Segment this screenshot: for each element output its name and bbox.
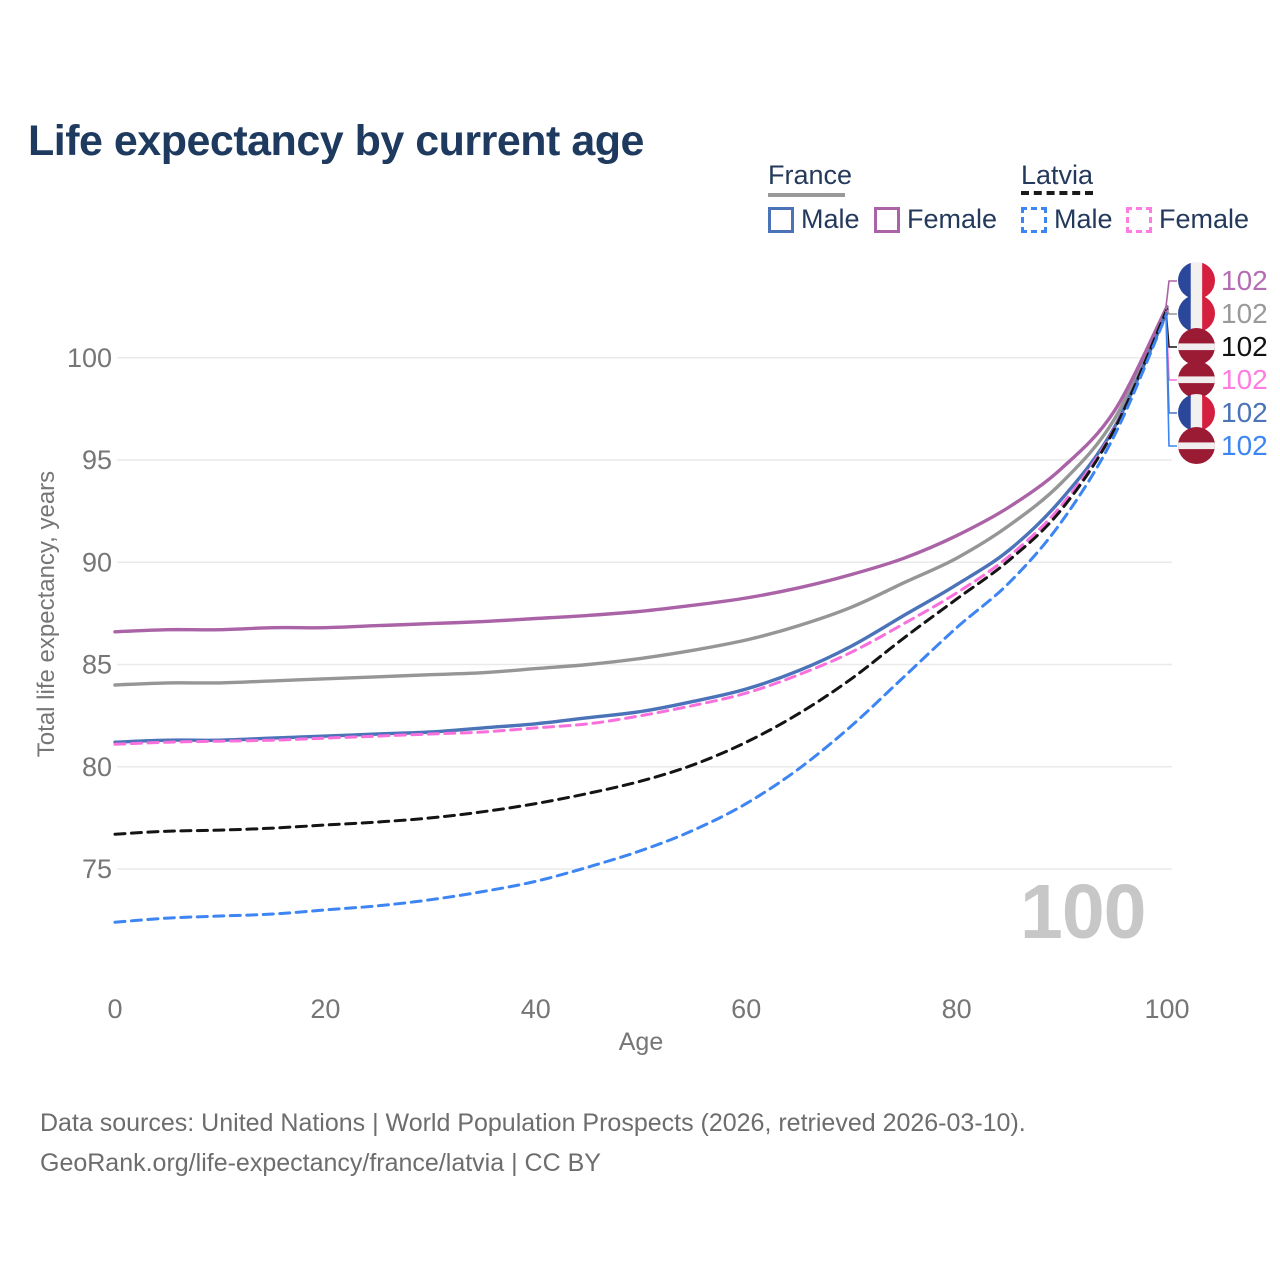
end-label-latvia-both-sexes: 102: [1178, 328, 1268, 365]
france-flag-icon: [1178, 262, 1215, 299]
legend-item-latvia-female[interactable]: Female: [1126, 204, 1249, 235]
legend-france-line-swatch: [768, 193, 845, 197]
x-tick-label: 100: [1144, 994, 1189, 1024]
end-label-connector: [1165, 307, 1177, 315]
end-label-latvia-female: 102: [1178, 361, 1268, 398]
x-tick-label: 20: [310, 994, 340, 1024]
end-label-connector: [1165, 313, 1177, 447]
end-label-france-both-sexes: 102: [1178, 295, 1268, 332]
legend-item-latvia-male[interactable]: Male: [1021, 204, 1113, 235]
end-label-value: 102: [1221, 429, 1268, 461]
series-line-latvia-both-sexes[interactable]: [113, 308, 1169, 836]
end-label-value: 102: [1221, 363, 1268, 395]
legend-latvia-line-swatch: [1021, 191, 1093, 195]
attribution-link[interactable]: GeoRank.org/life-expectancy/france/latvi…: [40, 1149, 601, 1177]
x-tick-label: 40: [521, 994, 551, 1024]
age-counter-watermark: 100: [1020, 869, 1146, 955]
y-axis-title: Total life expectancy, years: [33, 470, 60, 758]
y-tick-label: 85: [82, 650, 112, 680]
legend-item-france-female[interactable]: Female: [874, 204, 997, 235]
france-flag-icon: [1178, 394, 1215, 431]
legend-group-latvia: Latvia: [1021, 160, 1094, 190]
legend-label: Male: [801, 204, 860, 234]
latvia-male-swatch-icon: [1021, 206, 1047, 233]
series-line-latvia-male[interactable]: [113, 311, 1169, 924]
y-tick-label: 95: [82, 445, 112, 475]
end-label-value: 102: [1221, 396, 1268, 428]
end-label-france-female: 102: [1178, 262, 1268, 299]
latvia-flag-icon: [1178, 328, 1215, 365]
data-sources-text: Data sources: United Nations | World Pop…: [40, 1109, 1026, 1137]
series-line-france-female[interactable]: [113, 304, 1169, 634]
latvia-female-swatch-icon: [1126, 206, 1152, 233]
latvia-flag-icon: [1178, 427, 1215, 464]
series-line-france-both-sexes[interactable]: [113, 306, 1169, 687]
x-tick-label: 80: [942, 994, 972, 1024]
latvia-flag-icon: [1178, 361, 1215, 398]
end-label-france-male: 102: [1178, 394, 1268, 431]
end-label-value: 102: [1221, 330, 1268, 362]
end-label-value: 102: [1221, 297, 1268, 329]
france-female-swatch-icon: [874, 206, 900, 233]
y-tick-label: 100: [67, 343, 112, 373]
x-tick-label: 60: [731, 994, 761, 1024]
y-tick-label: 90: [82, 547, 112, 577]
france-flag-icon: [1178, 295, 1215, 332]
page-title: Life expectancy by current age: [28, 116, 644, 165]
legend-group-france: France: [768, 160, 853, 190]
legend-label: Female: [907, 204, 998, 234]
series-line-france-male[interactable]: [113, 310, 1169, 744]
legend-label: Male: [1054, 204, 1113, 234]
y-tick-label: 75: [82, 854, 112, 884]
end-label-connector: [1165, 280, 1177, 307]
footer: Data sources: United Nations | World Pop…: [40, 1103, 1026, 1183]
legend-item-france-male[interactable]: Male: [768, 204, 860, 235]
legend-label: Female: [1159, 204, 1250, 234]
end-label-latvia-male: 102: [1178, 427, 1268, 464]
x-axis-title: Age: [618, 1028, 664, 1056]
end-label-value: 102: [1221, 264, 1268, 296]
series-line-latvia-female[interactable]: [113, 309, 1169, 746]
y-tick-label: 80: [82, 752, 112, 782]
france-male-swatch-icon: [768, 206, 794, 233]
x-tick-label: 0: [107, 994, 122, 1024]
